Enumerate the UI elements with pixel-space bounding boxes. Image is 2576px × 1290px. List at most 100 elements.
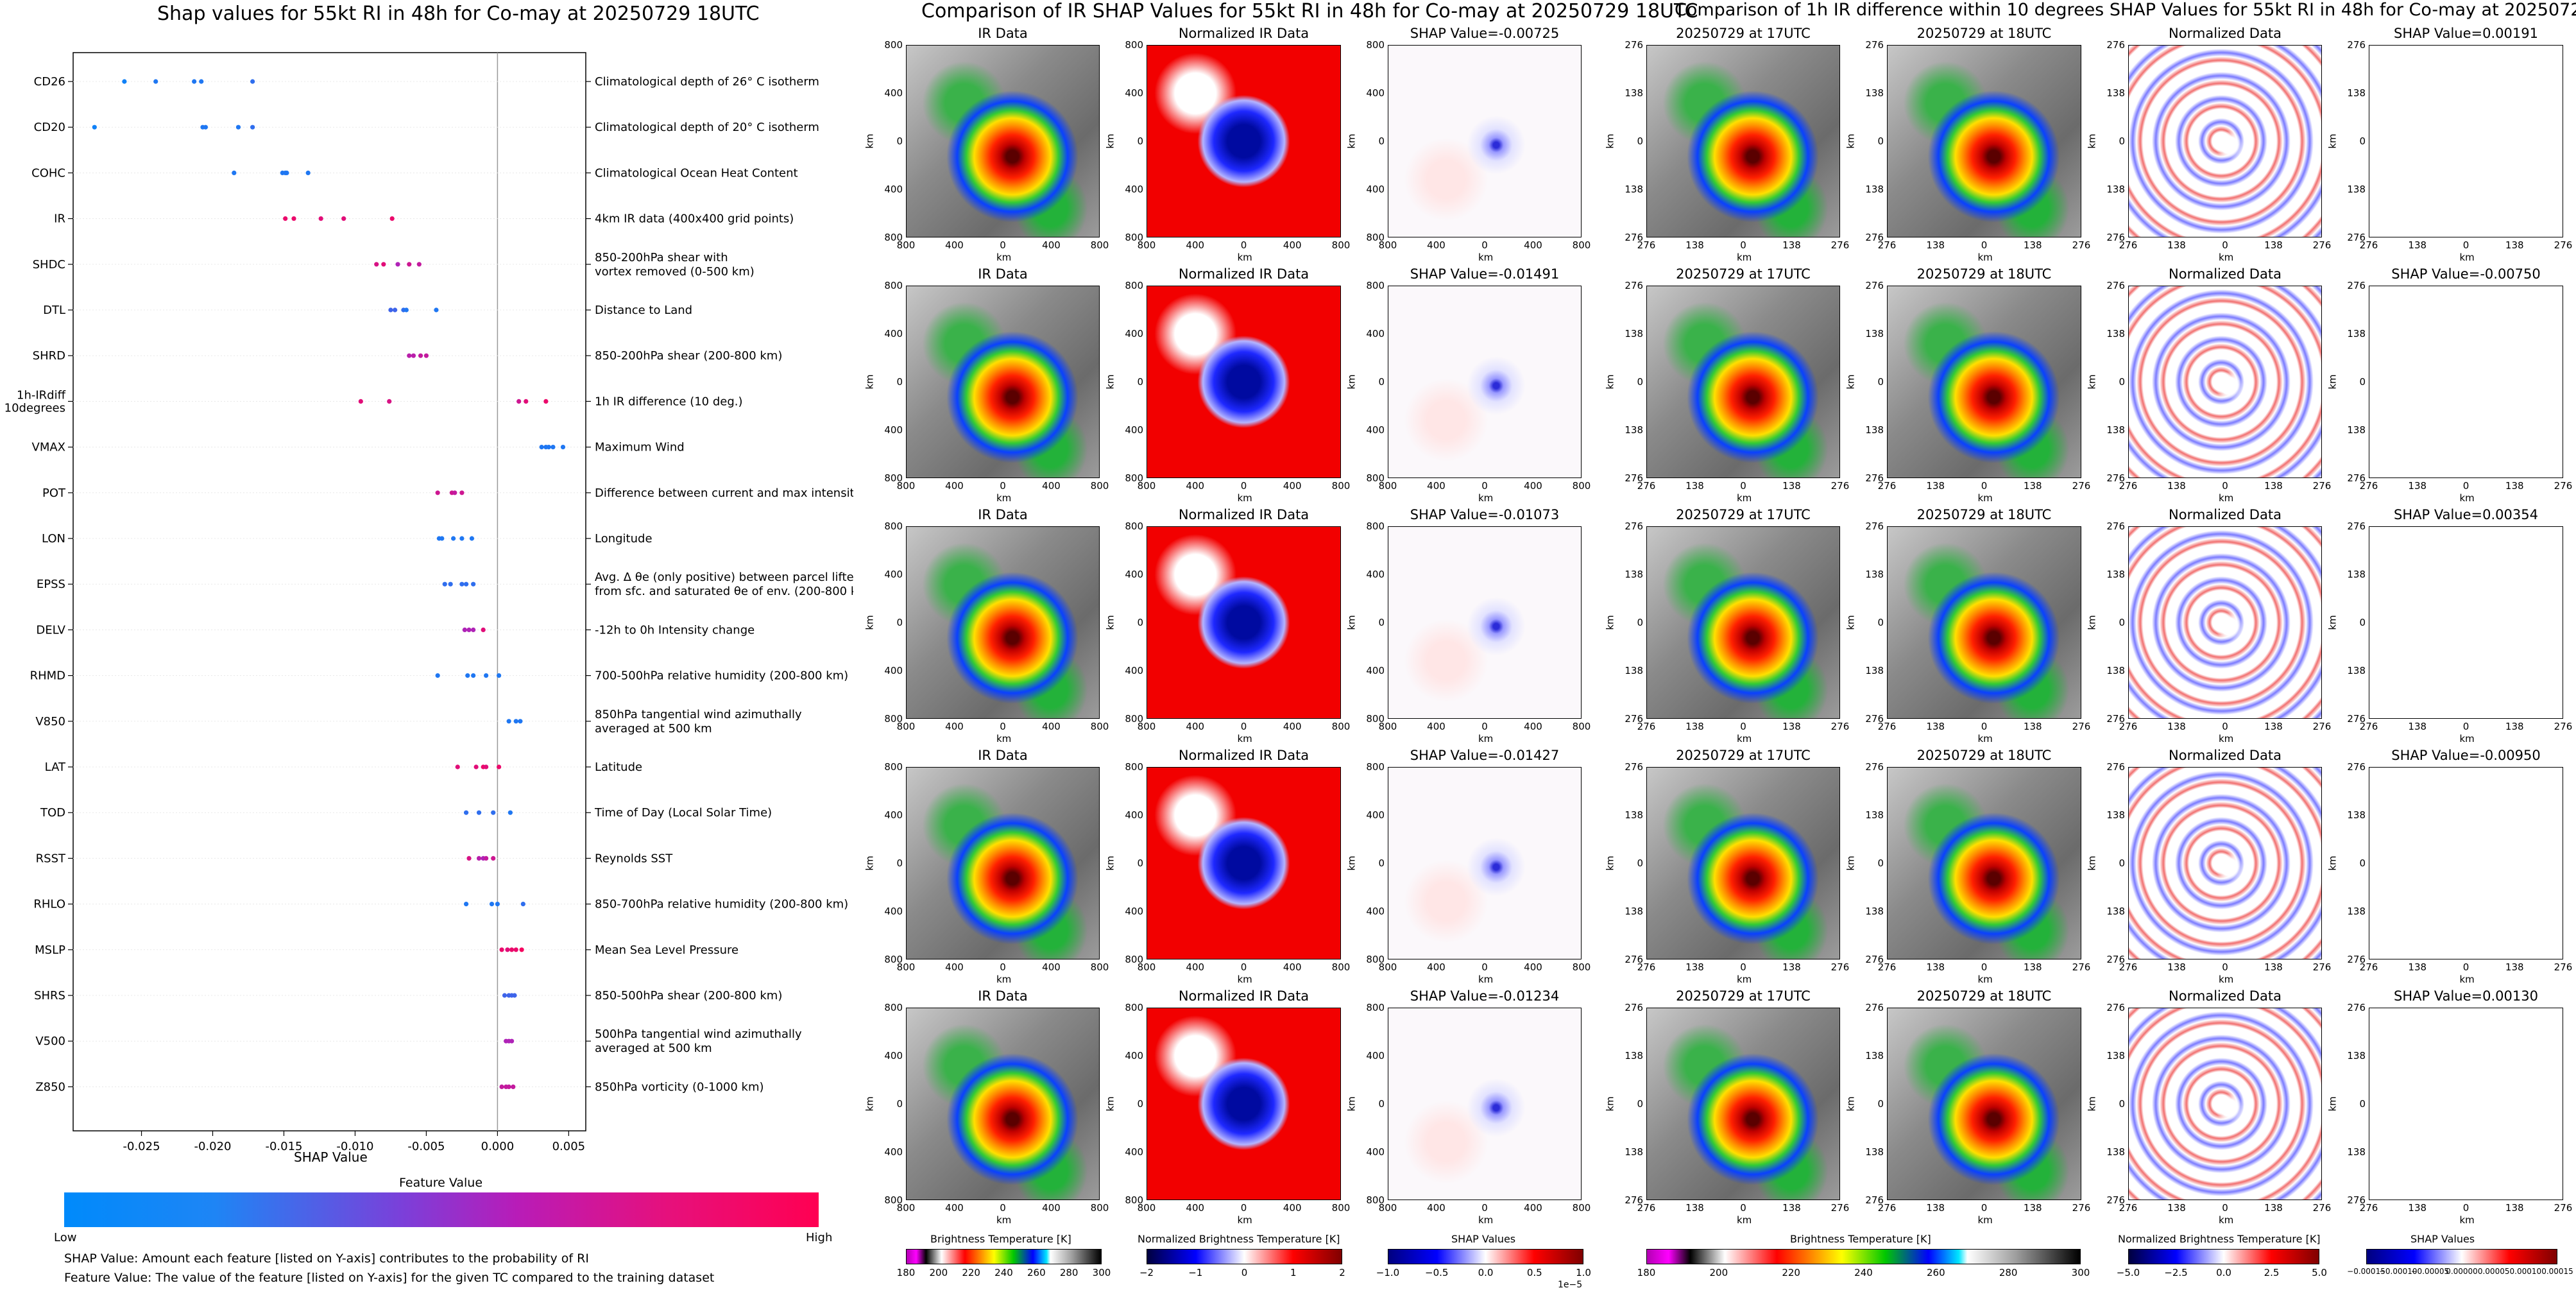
shap-point	[513, 947, 518, 952]
mid-x-tick-label: 0	[1481, 721, 1488, 732]
right-y-tick-label: 138	[1865, 665, 1884, 676]
right-y-tick-label: 276	[2106, 1194, 2125, 1206]
right-x-tick-label: 276	[2554, 239, 2573, 251]
right-x-tick-label: 0	[2462, 239, 2469, 251]
right-x-axis-label: km	[1977, 1214, 1993, 1226]
mid-panel-ir	[906, 767, 1100, 959]
mid-y-tick-label: 400	[884, 184, 903, 195]
right-y-axis-label: km	[1604, 1096, 1616, 1112]
mid-y-tick-label: 400	[1125, 1050, 1143, 1062]
shap-point	[392, 307, 398, 313]
mid-y-tick-label: 800	[884, 713, 903, 725]
mid-panel-title: IR Data	[978, 748, 1028, 763]
right-x-tick-label: 276	[1830, 480, 1850, 492]
right-x-tick-label: 138	[2264, 721, 2283, 732]
x-axis-label: SHAP Value	[294, 1149, 368, 1165]
mid-x-axis-label: km	[1237, 733, 1252, 744]
right-y-tick-label: 138	[2106, 87, 2125, 99]
right-panel-title: SHAP Value=0.00191	[2394, 26, 2538, 41]
shap-point	[471, 673, 476, 678]
right-y-tick-label: 138	[2347, 665, 2366, 676]
right-x-tick-label: 276	[2312, 721, 2332, 732]
mid-x-tick-label: 800	[1572, 1202, 1591, 1214]
mid-x-tick-label: 0	[1240, 721, 1247, 732]
mid-x-tick-label: 800	[1137, 961, 1156, 973]
right-y-axis-label: km	[1845, 856, 1857, 871]
right-x-tick-label: 276	[1877, 721, 1897, 732]
right-cbar1-ticks-label: 220	[1782, 1267, 1800, 1278]
mid-y-tick-label: 800	[1366, 280, 1385, 291]
feature-label: IR	[54, 212, 65, 226]
mid-y-tick-label: 800	[1125, 232, 1143, 243]
right-x-tick-label: 0	[1981, 1202, 1988, 1214]
mid-y-tick-label: 400	[884, 87, 903, 99]
note-shap-value: SHAP Value: Amount each feature [listed …	[64, 1251, 589, 1266]
right-x-tick-label: 138	[2167, 961, 2186, 973]
shap-point	[499, 947, 504, 952]
right-y-axis-label: km	[1845, 1096, 1857, 1112]
right-cbar1-ticks-label: 280	[1999, 1267, 2018, 1278]
right-y-tick-label: 276	[1625, 761, 1643, 773]
mid-x-tick-label: 400	[945, 961, 964, 973]
right-x-tick-label: 276	[2119, 480, 2138, 492]
feature-label: 10degrees	[4, 401, 65, 415]
shap-point	[463, 581, 469, 587]
shap-point	[395, 262, 400, 267]
right-y-axis-label: km	[1604, 133, 1616, 149]
right-x-tick-label: 138	[2023, 1202, 2042, 1214]
mid-y-tick-label: 0	[896, 617, 903, 628]
mid-x-tick-label: 400	[1427, 239, 1446, 251]
right-x-tick-label: 138	[2167, 480, 2186, 492]
mid-x-tick-label: 400	[1042, 721, 1061, 732]
right-x-tick-label: 0	[1981, 480, 1988, 492]
shap-point	[463, 902, 469, 907]
mid-x-axis-label: km	[1237, 492, 1252, 504]
right-x-tick-label: 138	[2023, 239, 2042, 251]
plot-frame	[73, 52, 586, 1131]
right-x-tick-label: 138	[1926, 239, 1945, 251]
right-y-tick-label: 138	[1625, 1050, 1643, 1062]
mid-cbar1-ticks-label: 300	[1092, 1267, 1111, 1278]
mid-y-tick-label: 400	[1366, 328, 1385, 340]
right-cbar2-ticks-label: 0.0	[2216, 1267, 2231, 1278]
right-x-tick-label: 138	[1685, 721, 1704, 732]
right-y-tick-label: 276	[2347, 1002, 2366, 1013]
mid-y-tick-label: 0	[1137, 1098, 1143, 1110]
right-x-tick-label: 0	[1981, 961, 1988, 973]
right-x-tick-label: 138	[2264, 961, 2283, 973]
right-x-tick-label: 276	[2359, 961, 2378, 973]
shap-point	[318, 216, 323, 221]
shap-point	[455, 764, 460, 770]
mid-x-tick-label: 800	[1378, 721, 1397, 732]
feature-label: POT	[42, 486, 66, 500]
shap-point	[411, 353, 416, 358]
right-y-tick-label: 276	[2347, 280, 2366, 291]
mid-x-axis-label: km	[1237, 974, 1252, 985]
right-y-axis-label: km	[1845, 615, 1857, 630]
shap-point	[291, 216, 296, 221]
right-x-tick-label: 276	[2554, 480, 2573, 492]
right-y-tick-label: 138	[1625, 328, 1643, 340]
right-x-axis-label: km	[1977, 733, 1993, 744]
right-y-tick-label: 138	[2347, 569, 2366, 580]
right-panel-17utc	[1646, 1008, 1840, 1200]
right-x-tick-label: 276	[2119, 721, 2138, 732]
right-x-tick-label: 138	[1782, 721, 1801, 732]
shap-point	[450, 536, 456, 541]
mid-x-tick-label: 800	[1572, 961, 1591, 973]
feature-description: Mean Sea Level Pressure	[595, 943, 738, 957]
mid-cbar-bt	[906, 1249, 1102, 1264]
shap-point	[250, 79, 255, 84]
mid-x-tick-label: 800	[896, 239, 916, 251]
feature-label: RSST	[36, 852, 66, 865]
shap-point	[404, 307, 409, 313]
right-y-tick-label: 276	[2106, 761, 2125, 773]
shap-point	[469, 536, 475, 541]
right-x-tick-label: 0	[1740, 1202, 1746, 1214]
right-y-tick-label: 276	[1625, 713, 1643, 725]
right-y-tick-label: 276	[2347, 954, 2366, 965]
right-y-tick-label: 276	[2106, 472, 2125, 484]
feature-description: vortex removed (0-500 km)	[595, 265, 755, 279]
right-cbar3-ticks-label: 0.00000	[2446, 1267, 2478, 1276]
right-x-tick-label: 276	[2359, 239, 2378, 251]
